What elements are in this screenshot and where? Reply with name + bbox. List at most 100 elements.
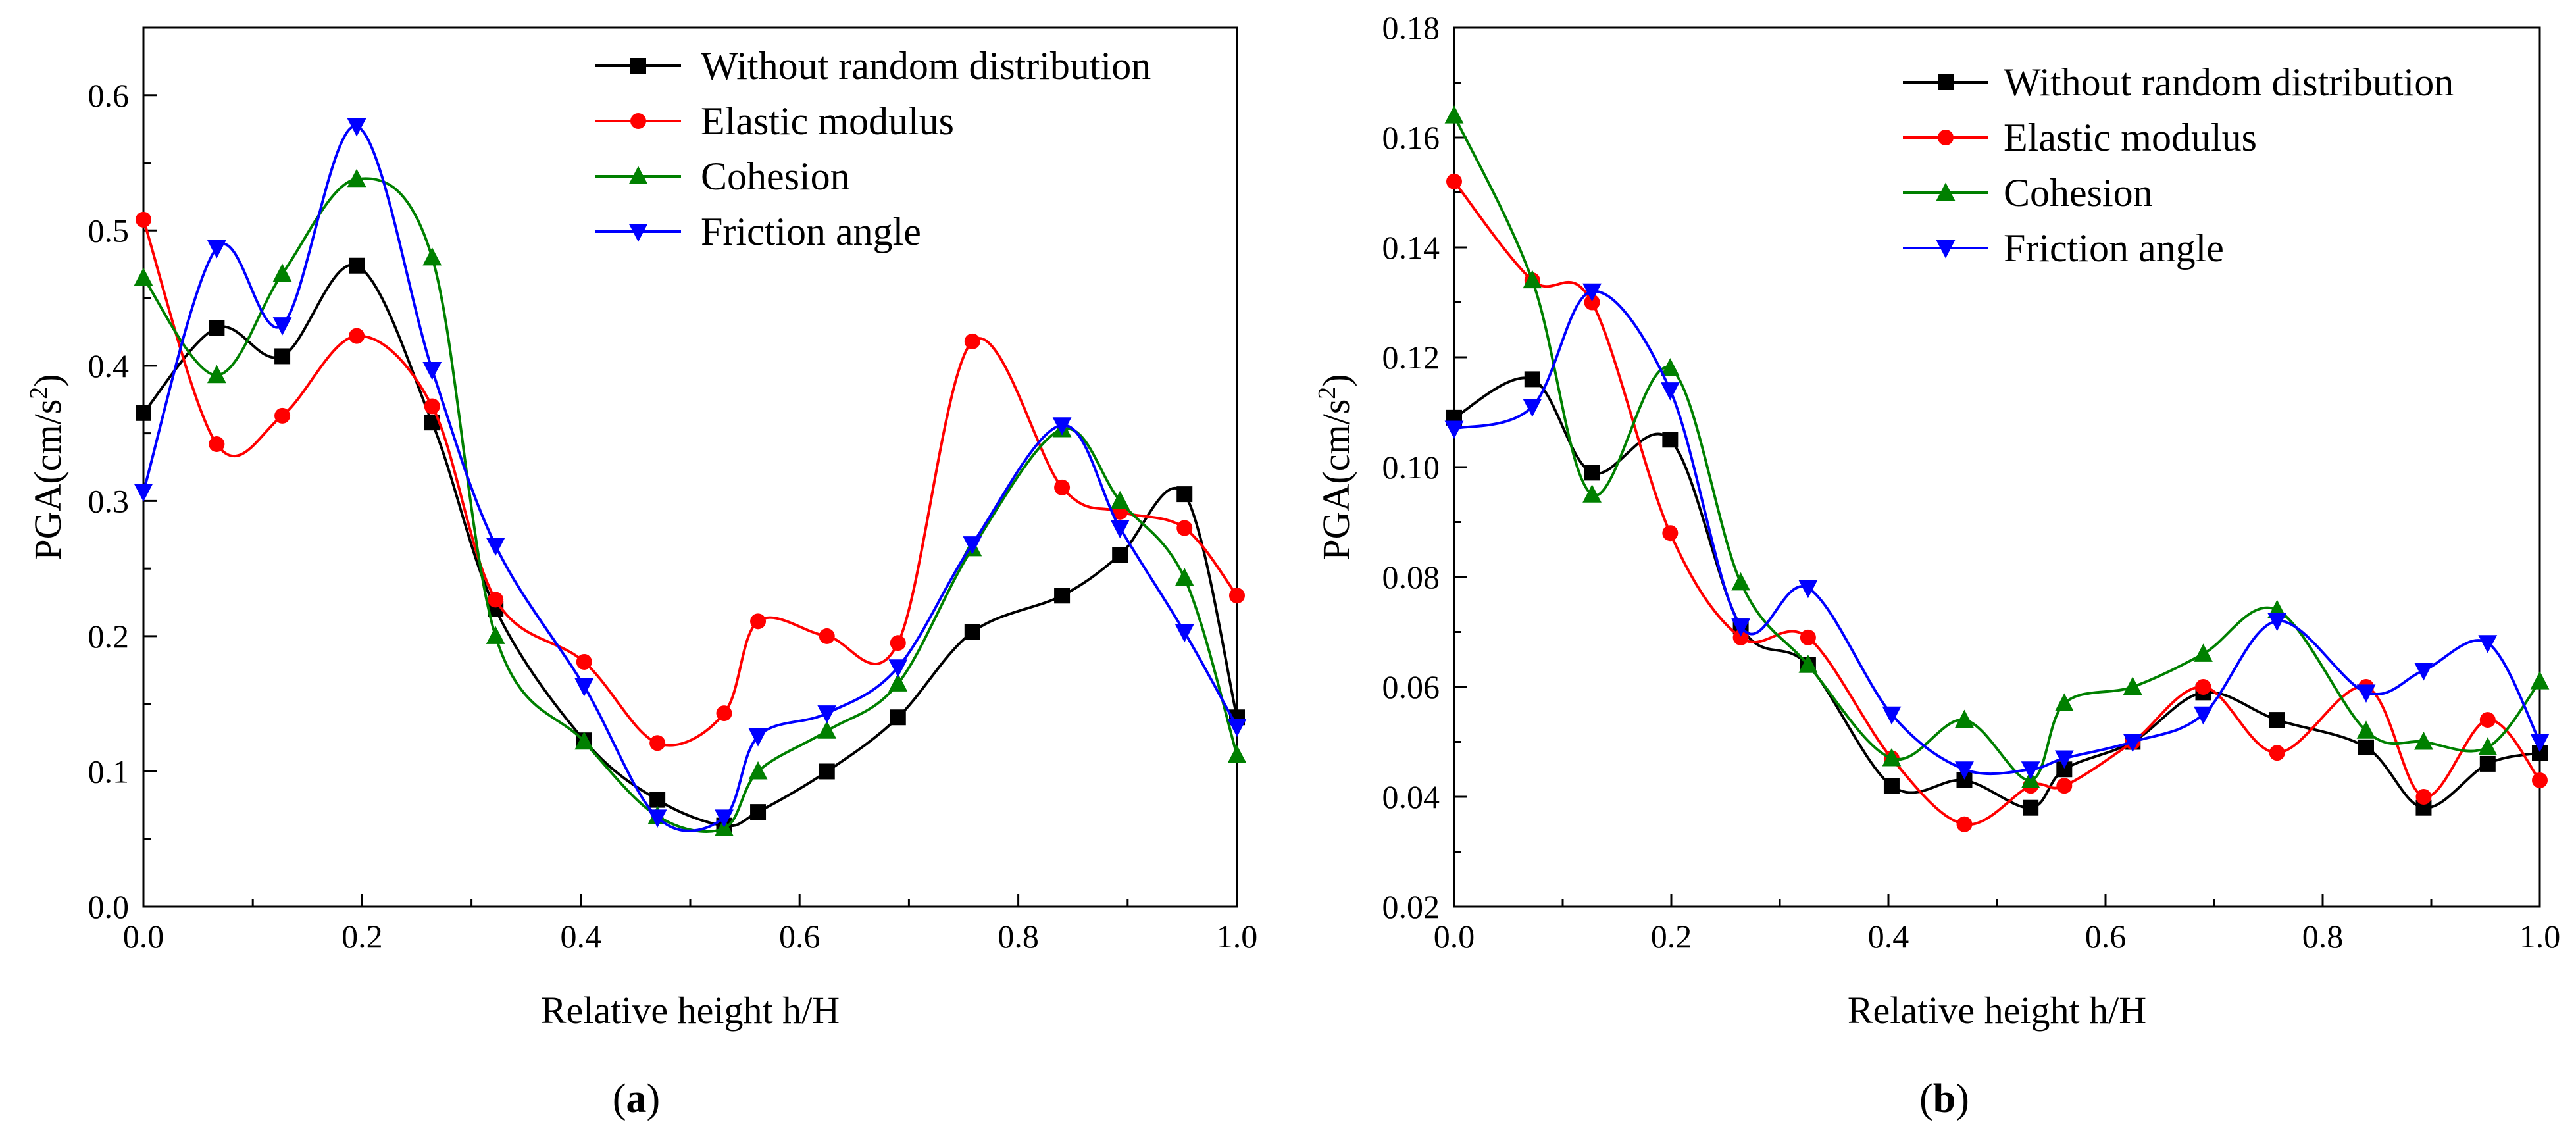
point-a-0-7 — [649, 792, 666, 808]
y-tick-label-b-1: 0.04 — [1382, 778, 1440, 815]
legend-marker-a-2 — [628, 166, 648, 184]
y-tick-label-a-1: 0.1 — [88, 753, 130, 790]
legend-entry-b-2: Cohesion — [1903, 171, 2153, 214]
point-a-2-0 — [134, 267, 153, 286]
x-tick-label-b-1: 0.2 — [1651, 918, 1692, 955]
point-b-2-0 — [1444, 105, 1464, 124]
point-a-3-13 — [1052, 417, 1072, 436]
point-b-2-1 — [1523, 270, 1542, 289]
point-a-1-2 — [274, 407, 291, 424]
point-a-2-15 — [1174, 567, 1194, 586]
point-b-1-3 — [1662, 525, 1679, 542]
point-b-2-3 — [1660, 358, 1680, 376]
point-a-1-16 — [1229, 588, 1245, 604]
point-a-2-3 — [347, 168, 366, 188]
series-line-a-2 — [142, 177, 1238, 833]
series-a-3 — [134, 118, 1247, 832]
point-a-1-12 — [964, 333, 980, 349]
y-tick-label-a-3: 0.3 — [88, 482, 130, 519]
point-a-1-15 — [1176, 520, 1193, 536]
point-b-2-11 — [2194, 643, 2213, 662]
legend-label-b-2: Cohesion — [2004, 171, 2153, 214]
plot-area-b — [1444, 105, 2550, 832]
chart-panel-a: 0.0 0.2 0.4 0.6 0.8 1.00.00.10.20.30.40.50.6 … — [25, 26, 1257, 1121]
point-a-1-4 — [424, 398, 440, 415]
panel-label-b-open: ( — [1919, 1076, 1933, 1121]
x-tick-label-b-3: 0.6 — [2085, 918, 2127, 955]
point-b-0-12 — [2269, 712, 2285, 728]
plot-area-a — [134, 118, 1247, 836]
point-b-0-2 — [1584, 465, 1600, 481]
panel-label-a: (a) — [613, 1076, 660, 1121]
point-a-0-15 — [1176, 486, 1193, 503]
legend-marker-b-3 — [1936, 240, 1956, 259]
legend-entry-b-1: Elastic modulus — [1903, 116, 2257, 159]
legend-label-b-3: Friction angle — [2004, 226, 2224, 270]
point-b-3-5 — [1798, 580, 1818, 599]
point-b-2-7 — [1955, 709, 1974, 728]
series-line-b-3 — [1453, 290, 2541, 776]
point-a-1-5 — [488, 592, 504, 608]
panel-label-b: (b) — [1919, 1076, 1969, 1121]
plot-frame-a — [142, 26, 1238, 908]
point-b-2-15 — [2478, 737, 2498, 755]
legend-entry-a-2: Cohesion — [595, 155, 850, 198]
point-a-2-16 — [1227, 745, 1247, 763]
point-b-1-5 — [1800, 629, 1816, 645]
x-tick-label-a-4: 0.8 — [998, 918, 1039, 955]
point-b-1-14 — [2415, 789, 2432, 805]
y-tick-label-b-4: 0.10 — [1382, 449, 1440, 486]
point-b-3-10 — [2123, 734, 2142, 753]
point-a-1-1 — [209, 436, 225, 453]
point-a-3-9 — [748, 728, 768, 747]
x-tick-label-a-3: 0.6 — [779, 918, 821, 955]
point-a-0-10 — [819, 763, 835, 780]
point-b-2-16 — [2530, 671, 2550, 690]
panel-label-a-close: ) — [647, 1076, 661, 1121]
point-b-3-3 — [1660, 382, 1680, 401]
legend-entry-a-1: Elastic modulus — [595, 99, 954, 143]
point-b-0-8 — [2023, 799, 2039, 816]
point-b-1-12 — [2269, 745, 2285, 761]
point-a-1-13 — [1054, 479, 1071, 495]
point-a-3-4 — [422, 362, 442, 380]
y-tick-label-a-5: 0.5 — [88, 212, 130, 249]
point-b-3-2 — [1582, 283, 1602, 302]
point-b-0-15 — [2479, 755, 2496, 772]
x-tick-label-b-2: 0.4 — [1868, 918, 1909, 955]
series-line-b-0 — [1453, 376, 2540, 809]
legend-a: Without random distribution Elastic modul… — [595, 44, 1151, 253]
panel-label-b-close: ) — [1956, 1076, 1969, 1121]
series-line-b-2 — [1453, 114, 2541, 782]
point-a-3-11 — [888, 659, 908, 678]
panel-label-a-letter: a — [626, 1076, 647, 1121]
y-tick-label-a-2: 0.2 — [88, 618, 130, 655]
point-a-3-0 — [134, 483, 153, 502]
point-a-1-3 — [349, 328, 365, 344]
legend-entry-a-0: Without random distribution — [595, 44, 1151, 88]
x-tick-label-a-1: 0.2 — [341, 918, 383, 955]
point-b-1-0 — [1446, 173, 1462, 189]
y-axis-title-a-prefix: PGA(cm/s — [26, 399, 69, 561]
y-tick-label-b-2: 0.06 — [1382, 668, 1440, 705]
chart-panel-b: 0.0 0.2 0.4 0.6 0.8 1.0 0.02 0.04 0.06 0.08 0.10 0.… — [1313, 9, 2560, 1121]
point-b-3-13 — [2356, 684, 2376, 703]
point-b-0-6 — [1883, 778, 1900, 794]
point-a-0-11 — [890, 709, 906, 726]
point-b-1-9 — [2056, 778, 2073, 794]
point-b-2-4 — [1731, 572, 1750, 591]
y-axis-title-b-suffix: ) — [1315, 374, 1357, 386]
point-a-2-6 — [574, 731, 594, 750]
legend-marker-a-0 — [630, 58, 646, 74]
legend-entry-a-3: Friction angle — [595, 210, 921, 253]
point-a-3-12 — [963, 536, 982, 555]
point-b-0-13 — [2358, 739, 2374, 755]
y-tick-label-a-4: 0.4 — [88, 347, 130, 384]
series-a-1 — [136, 211, 1245, 751]
y-tick-label-b-5: 0.12 — [1382, 339, 1440, 376]
panel-label-a-open: ( — [613, 1076, 626, 1121]
legend-marker-b-1 — [1938, 130, 1954, 145]
legend-label-a-0: Without random distribution — [701, 44, 1151, 88]
legend-marker-a-1 — [630, 113, 646, 129]
point-b-2-2 — [1582, 484, 1602, 503]
